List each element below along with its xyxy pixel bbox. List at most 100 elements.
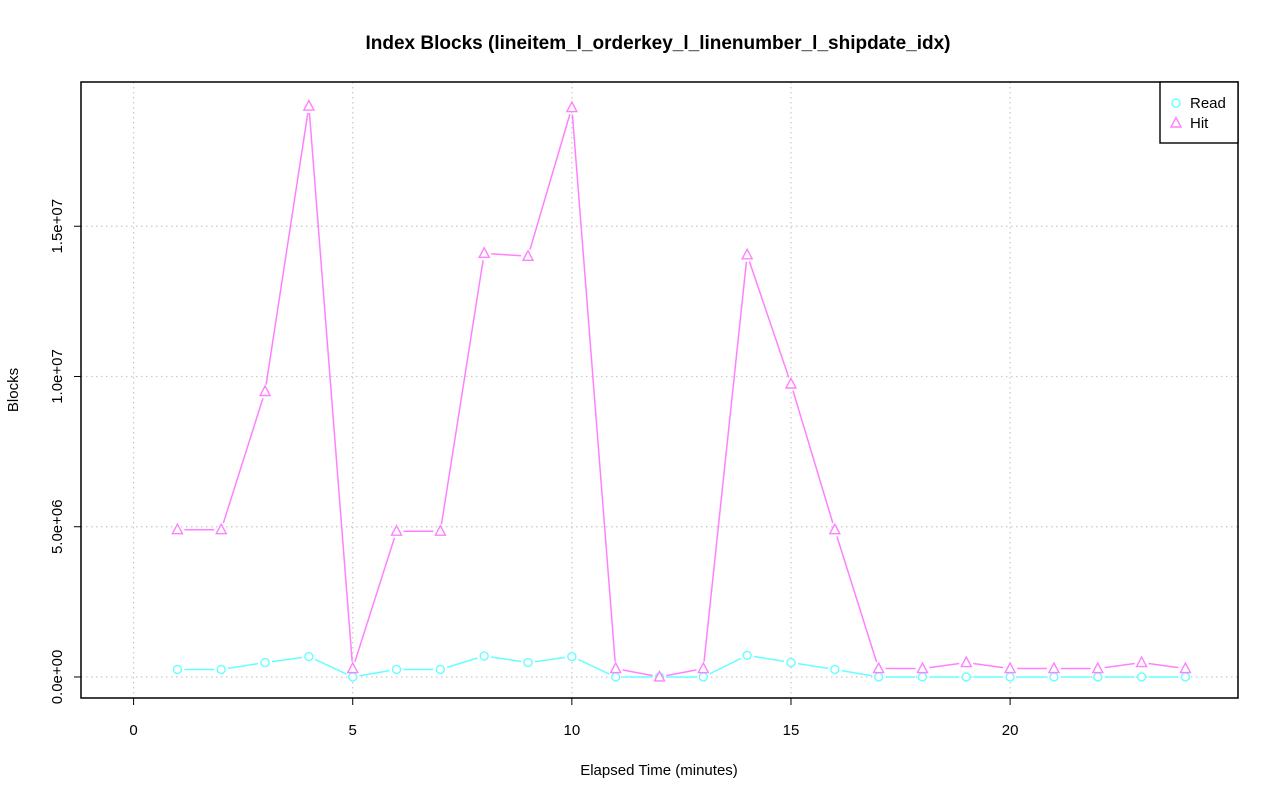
series-hit-segment: [491, 253, 522, 257]
series-hit-point: [872, 661, 885, 674]
series-hit-segment: [836, 536, 878, 663]
series-hit-segment: [222, 397, 264, 524]
series-hit-segment: [792, 390, 834, 524]
series-read-point: [1180, 672, 1191, 682]
series-read-point: [1005, 672, 1015, 682]
series-read-point: [610, 672, 621, 682]
series-hit-point: [1003, 661, 1017, 674]
series-read-point: [216, 664, 226, 675]
series-read-point: [1049, 672, 1059, 682]
series-read-point: [786, 657, 796, 668]
series-read-segment: [446, 657, 478, 669]
series-hit-point: [916, 661, 929, 674]
series-hit-point: [697, 661, 710, 674]
y-tick-label: 1.0e+07: [49, 349, 66, 404]
series-read-point: [435, 664, 446, 675]
series-read-point: [304, 651, 314, 662]
series-read-segment: [534, 656, 566, 663]
series-read-segment: [314, 658, 347, 675]
legend: Read Hit: [1159, 81, 1239, 144]
series-read-point: [1093, 672, 1103, 682]
x-tick-label: 15: [783, 722, 800, 739]
series-hit-point: [784, 376, 798, 389]
series-read-segment: [577, 658, 610, 675]
series-read-point: [830, 664, 840, 675]
grid: [81, 82, 1238, 698]
series-hit-point: [653, 669, 666, 682]
x-tick-label: 10: [564, 722, 581, 739]
series-hit-segment: [308, 112, 353, 662]
series-hit-segment: [973, 662, 1004, 669]
series-hit-segment: [440, 260, 484, 525]
series-read-point: [961, 672, 971, 682]
x-axis: 0 5 10 15 20: [129, 697, 1019, 739]
chart-title: Index Blocks (lineitem_l_orderkey_l_line…: [366, 33, 951, 54]
plot-frame: [80, 81, 1239, 699]
y-tick-label: 0.0e+00: [49, 650, 66, 705]
series-read-segment: [753, 655, 785, 663]
y-tick-label: 5.0e+06: [49, 499, 66, 554]
series-hit-point: [1135, 655, 1148, 668]
series-read-point: [698, 672, 709, 682]
series-hit-point: [346, 661, 359, 674]
series-read-segment: [491, 656, 522, 663]
series-read-point: [479, 651, 489, 661]
y-axis-label: Blocks: [5, 368, 22, 412]
x-tick-label: 0: [129, 722, 137, 739]
legend-hit-marker: [1169, 115, 1183, 128]
series-hit-segment: [622, 669, 653, 677]
series-hit-point: [740, 247, 754, 260]
legend-read-marker: [1171, 98, 1181, 108]
series-hit-point: [302, 99, 316, 111]
series-hit-point: [1179, 661, 1192, 674]
series-read-point: [873, 672, 884, 682]
x-tick-label: 20: [1002, 722, 1019, 739]
series-read-segment: [797, 662, 829, 670]
series-hit-segment: [703, 261, 748, 662]
series-hit-segment: [1104, 662, 1135, 669]
series-hit-segment: [748, 261, 790, 378]
series-read-point: [523, 657, 533, 668]
series-read-segment: [359, 669, 390, 677]
legend-box: [1159, 81, 1239, 144]
x-axis-label: Elapsed Time (minutes): [580, 762, 738, 779]
series-hit-segment: [354, 537, 396, 663]
series-hit-point: [521, 249, 535, 261]
series-hit-point: [478, 246, 491, 258]
x-tick-label: 5: [349, 722, 357, 739]
legend-read-label: Read: [1190, 95, 1226, 112]
plot-lines: [184, 112, 1179, 678]
series-hit-point: [434, 524, 447, 536]
series-hit-point: [215, 522, 228, 535]
series-hit-point: [1047, 661, 1061, 674]
legend-hit-label: Hit: [1190, 115, 1209, 132]
series-hit-segment: [265, 112, 309, 385]
series-read-point: [260, 657, 270, 668]
series-read-segment: [709, 657, 742, 675]
series-read-segment: [271, 656, 303, 663]
series-hit-point: [960, 655, 973, 668]
series-read-point: [567, 651, 577, 662]
series-hit-point: [828, 522, 841, 535]
plot-markers: [171, 99, 1192, 682]
series-read-point: [917, 672, 928, 682]
series-read-segment: [228, 662, 259, 670]
y-tick-label: 1.5e+07: [49, 199, 66, 254]
y-axis: 0.0e+00 5.0e+06 1.0e+07 1.5e+07: [49, 199, 82, 705]
series-hit-point: [171, 522, 184, 535]
series-read-point: [348, 672, 358, 682]
series-read-point: [742, 650, 752, 661]
series-hit-segment: [666, 669, 697, 677]
series-hit-segment: [929, 662, 960, 669]
series-hit-point: [1091, 661, 1104, 674]
series-hit-point: [609, 661, 622, 674]
series-hit-segment: [1148, 662, 1179, 669]
series-read-segment: [841, 669, 872, 677]
series-read-point: [391, 664, 402, 675]
series-read-point: [1136, 672, 1147, 682]
series-hit-point: [258, 384, 272, 397]
series-hit-point: [390, 524, 403, 536]
series-hit-point: [565, 100, 579, 113]
series-hit-segment: [571, 114, 616, 662]
